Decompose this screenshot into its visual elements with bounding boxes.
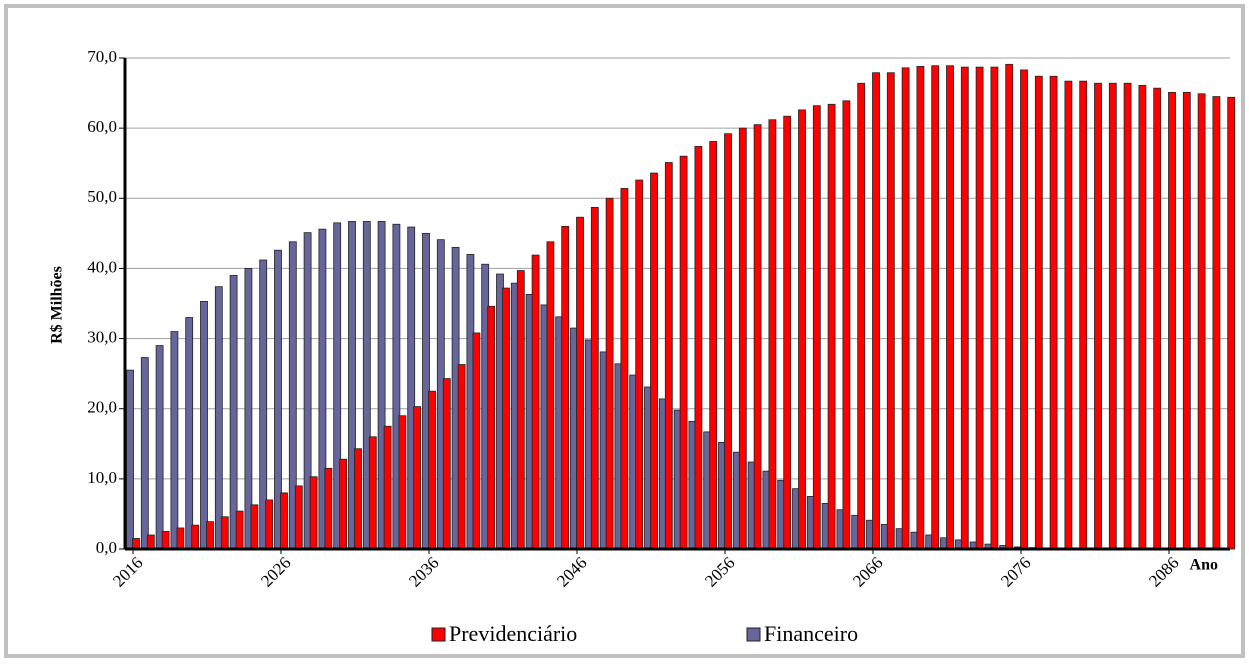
bar: [339, 458, 348, 550]
bar: [1197, 93, 1206, 550]
bar: [960, 66, 969, 550]
bar: [1123, 82, 1132, 550]
bar: [472, 332, 481, 550]
bar: [827, 103, 836, 550]
bar: [931, 65, 940, 550]
bar: [590, 207, 599, 550]
y-tick-label: 40,0: [87, 257, 117, 276]
bar: [206, 521, 214, 550]
bar: [1182, 91, 1191, 550]
bar: [220, 516, 229, 550]
bar: [561, 225, 570, 550]
bar: [635, 179, 644, 550]
bar: [1079, 80, 1088, 550]
bar: [1034, 75, 1043, 550]
bar: [126, 369, 134, 550]
bar: [783, 115, 792, 550]
bar: [1138, 84, 1147, 550]
bar: [170, 331, 179, 550]
bar: [155, 345, 164, 550]
bar: [1108, 82, 1117, 550]
bar: [229, 275, 238, 550]
bar: [576, 216, 584, 550]
bar: [812, 105, 821, 550]
bar: [1094, 82, 1102, 550]
bar: [738, 127, 747, 550]
bar: [872, 72, 880, 550]
bar: [1020, 69, 1028, 550]
bar: [502, 287, 510, 550]
y-axis-title: R$ Milhões: [49, 266, 66, 344]
bar: [605, 197, 614, 550]
y-tick-label: 0,0: [96, 538, 117, 557]
bar: [709, 141, 718, 550]
y-tick-label: 50,0: [87, 187, 117, 206]
bar: [1064, 80, 1073, 550]
bar: [694, 145, 703, 550]
bar: [679, 155, 688, 550]
bar: [214, 286, 223, 550]
y-tick-label: 60,0: [87, 117, 117, 136]
bar: [413, 406, 422, 550]
bar: [886, 72, 895, 550]
bar: [324, 467, 333, 550]
bar: [487, 305, 496, 550]
bar: [1168, 91, 1176, 550]
bar: [442, 378, 451, 550]
bar: [946, 65, 954, 550]
bar: [132, 538, 140, 550]
y-tick-label: 10,0: [87, 468, 117, 487]
bar: [1227, 96, 1236, 550]
bar: [250, 504, 259, 550]
legend-swatch: [746, 627, 761, 642]
y-tick-label: 30,0: [87, 327, 117, 346]
bar: [798, 109, 806, 550]
bar: [916, 66, 925, 550]
bar: [650, 172, 658, 550]
bar: [990, 66, 999, 550]
legend-swatch: [431, 627, 446, 642]
bar: [620, 188, 629, 550]
bar: [457, 364, 466, 550]
bar: [140, 357, 149, 550]
bar: [146, 534, 155, 550]
bar: [185, 317, 194, 550]
bar: [1049, 75, 1058, 550]
bar: [280, 492, 288, 550]
bar: [383, 425, 392, 550]
bar: [768, 119, 777, 550]
bar: [235, 510, 244, 550]
legend-label: Financeiro: [764, 621, 858, 646]
bar: [294, 485, 303, 550]
bar: [191, 524, 200, 550]
bar: [1212, 96, 1221, 550]
bar: [901, 67, 910, 550]
bar: [664, 162, 673, 550]
bar: [531, 254, 540, 550]
y-tick-label: 20,0: [87, 398, 117, 417]
bar: [516, 270, 525, 550]
bar: [398, 415, 407, 550]
legend-label: Previdenciário: [449, 621, 577, 646]
bar: [1153, 87, 1162, 550]
y-tick-label: 70,0: [87, 47, 117, 66]
bar: [200, 300, 208, 550]
bar: [724, 133, 732, 550]
bar: [857, 82, 866, 550]
bar: [368, 436, 377, 550]
bar: [842, 100, 851, 550]
bar: [309, 476, 318, 550]
bar: [176, 527, 185, 550]
bar: [428, 390, 436, 550]
bar: [354, 448, 362, 550]
bar: [975, 66, 984, 550]
bar: [265, 499, 274, 550]
bar: [161, 531, 170, 550]
x-axis-title: Ano: [1190, 557, 1218, 574]
bar: [753, 124, 762, 550]
bar: [546, 241, 555, 550]
bar: [1005, 63, 1014, 550]
